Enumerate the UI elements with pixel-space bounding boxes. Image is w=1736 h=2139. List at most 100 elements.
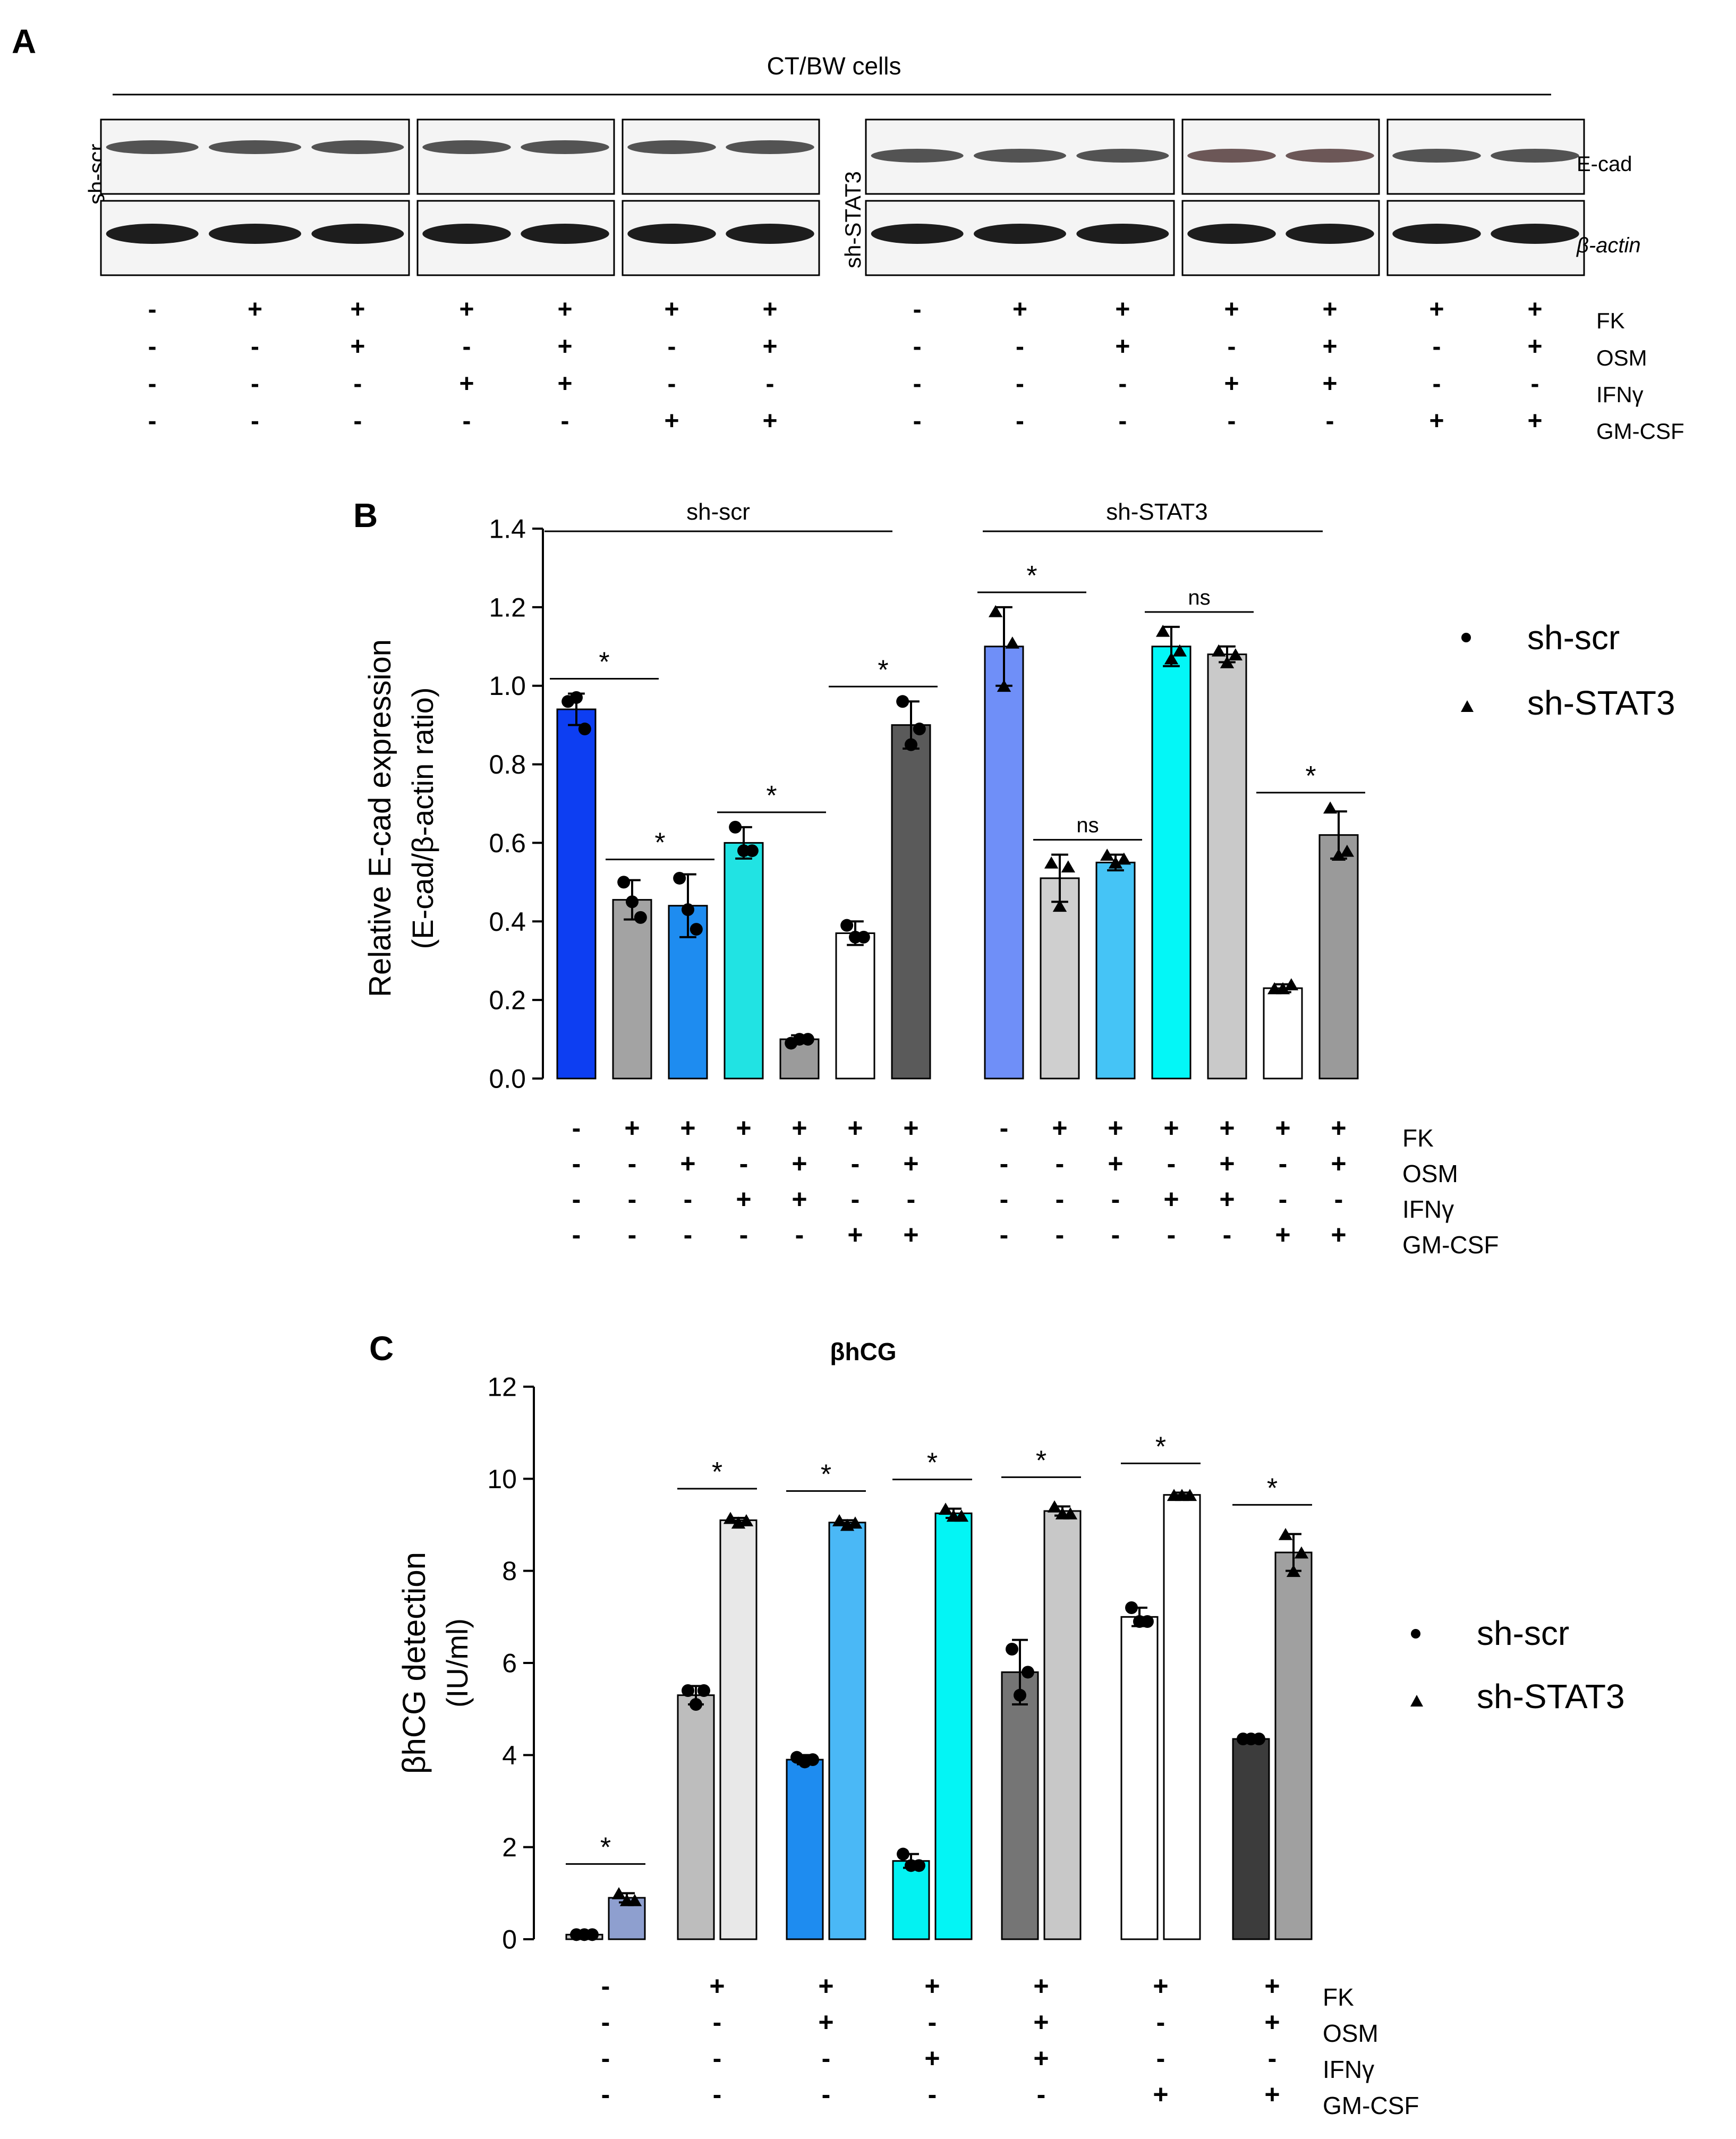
panel-b-sh-scr-bar2-point-1 xyxy=(682,903,694,916)
panel-b-legend-marker-sh-stat3 xyxy=(1461,700,1474,712)
panel-c-significance-4-label: * xyxy=(1036,1445,1046,1476)
panel-c-sh-scr-bar0-point-2 xyxy=(585,1928,599,1941)
panel-c-treatment-cell-r0-c0: - xyxy=(601,1971,610,2001)
blot-band-sh-scr-group0-lane1-ecad xyxy=(209,140,301,154)
panel-c-sh-STAT3-bar6-point-2 xyxy=(1294,1546,1309,1559)
panel-c-treatment-cell-r3-c0: - xyxy=(601,2079,610,2109)
panel-c-significance-5-label: * xyxy=(1155,1431,1166,1462)
panel-c-sh-scr-bar6-point-2 xyxy=(1252,1733,1265,1745)
panel-a-treatment-cell-r1-c9: + xyxy=(1115,333,1130,361)
panel-a-treatment-cell-r3-c8: - xyxy=(1016,407,1024,435)
panel-a-treatment-cell-r1-c8: - xyxy=(1016,333,1024,361)
panel-a-treatment-cell-r2-c1: - xyxy=(251,370,259,398)
panel-b-significance-7-label: * xyxy=(1305,761,1316,792)
blot-box-sh-scr-group2-ecad xyxy=(622,118,820,195)
panel-c-sh-scr-bar1-point-1 xyxy=(690,1698,702,1711)
panel-b-sh-scr-bar0-point-1 xyxy=(570,691,583,704)
panel-b-sh-STAT3-bar2-point-2 xyxy=(1117,852,1131,865)
blot-band-sh-scr-group1-lane1-actin xyxy=(521,224,609,244)
blot-band-sh-STAT3-group1-lane1-actin xyxy=(1286,224,1374,244)
panel-c-treatment-cell-r2-c4: + xyxy=(1033,2043,1049,2073)
panel-b-treatment-cell-r0-c0: - xyxy=(572,1113,581,1143)
panel-c-sh-scr-bar4-bar xyxy=(1001,1671,1039,1940)
panel-c-sh-STAT3-bar4-bar xyxy=(1043,1510,1082,1940)
panel-c-treatment-label-osm: OSM xyxy=(1323,2019,1378,2047)
panel-a-treatment-cell-r2-c13: - xyxy=(1531,370,1539,398)
panel-c-sh-scr-bar4-point-2 xyxy=(1021,1666,1034,1679)
panel-b-treatment-cell-r0-c2: + xyxy=(680,1113,695,1143)
panel-b-treatment-cell-r3-c0: - xyxy=(572,1220,581,1250)
panel-c-ylabel-2: (IU/ml) xyxy=(440,1618,474,1708)
blot-band-sh-STAT3-group1-lane1-ecad xyxy=(1286,149,1374,163)
panel-b-treatment-cell-r0-c6: + xyxy=(903,1113,918,1143)
panel-b-significance-0-label: * xyxy=(599,647,609,678)
panel-c-treatment-cell-r1-c0: - xyxy=(601,2007,610,2037)
panel-b-treatment-cell-r3-c13: + xyxy=(1331,1220,1346,1250)
panel-a-treatment-cell-r0-c2: + xyxy=(350,295,365,324)
panel-c-sh-STAT3-bar3-point-0 xyxy=(938,1503,953,1515)
panel-c-y-tick-label-5: 10 xyxy=(487,1464,517,1494)
panel-b-ylabel-2: (E-cad/β-actin ratio) xyxy=(406,687,439,949)
panel-c-treatment-cell-r0-c4: + xyxy=(1033,1971,1049,2001)
panel-a-treatment-cell-r2-c4: + xyxy=(557,370,572,398)
panel-a-treatment-cell-r1-c11: + xyxy=(1322,333,1337,361)
blot-row-label-sh-stat3: sh-STAT3 xyxy=(840,171,865,268)
panel-b-treatment-label-gmcsf: GM-CSF xyxy=(1402,1231,1499,1259)
panel-c-treatment-cell-r3-c3: - xyxy=(928,2079,937,2109)
panel-b-sh-STAT3-bar3-point-2 xyxy=(1172,644,1187,657)
panel-a-treatment-cell-r0-c7: - xyxy=(913,295,922,324)
panel-c-plot-area: 0 2 4 6 8 10 12 * * * * * * * xyxy=(487,1372,1313,1955)
panel-b-treatment-cell-r1-c13: + xyxy=(1331,1149,1346,1178)
panel-a-label: A xyxy=(12,22,36,61)
panel-c-treatment-cell-r3-c2: - xyxy=(822,2079,831,2109)
panel-a-treatment-cell-r3-c2: - xyxy=(353,407,362,435)
blot-box-sh-scr-group1-ecad xyxy=(416,118,615,195)
panel-c-treatment-label-gmcsf: GM-CSF xyxy=(1323,2092,1419,2119)
panel-a-treatment-cell-r0-c0: - xyxy=(148,295,157,324)
panel-b-sh-STAT3-bar2-bar xyxy=(1095,861,1136,1080)
panel-a-treatment-cell-r0-c11: + xyxy=(1322,295,1337,324)
blot-band-sh-scr-group1-lane0-ecad xyxy=(422,140,511,154)
panel-c-sh-STAT3-bar4-point-0 xyxy=(1047,1500,1062,1513)
panel-b-treatment-cell-r1-c9: + xyxy=(1108,1149,1123,1178)
panel-c-treatment-grid: - + + + + + + - - + - + - + - - - + + - - - - - - - + + xyxy=(601,1971,1280,2109)
panel-b-chart: B Relative E-cad expression (E-cad/β-act… xyxy=(353,496,1675,1259)
panel-c-treatment-cell-r0-c3: + xyxy=(924,1971,940,2001)
panel-c-chart: C βhCG βhCG detection (IU/ml) 0 2 4 6 8 10 12 *… xyxy=(369,1329,1625,2119)
blot-band-sh-scr-group2-lane1-ecad xyxy=(726,140,814,154)
panel-b-plot-area: 0.0 0.2 0.4 0.6 0.8 1.0 1.2 1.4 * * * * * ns ns * xyxy=(489,514,1365,1094)
panel-b-sh-scr-bar5-bar xyxy=(835,932,875,1080)
panel-b-treatment-cell-r0-c7: - xyxy=(1000,1113,1009,1143)
panel-a-treatment-cell-r0-c8: + xyxy=(1012,295,1027,324)
panel-c-sh-STAT3-bar2-point-0 xyxy=(832,1514,847,1526)
panel-b-treatment-cell-r3-c4: - xyxy=(795,1220,804,1250)
panel-b-treatment-cell-r2-c5: - xyxy=(851,1184,860,1214)
panel-c-sh-scr-bar6-bar xyxy=(1232,1738,1270,1940)
panel-c-title: βhCG xyxy=(830,1338,896,1365)
panel-b-treatment-cell-r3-c11: - xyxy=(1223,1220,1232,1250)
panel-a-treatment-label-ifng: IFNγ xyxy=(1596,382,1644,407)
panel-a-treatment-cell-r1-c10: - xyxy=(1228,333,1236,361)
panel-c-treatment-cell-r1-c2: + xyxy=(818,2007,833,2037)
blot-band-sh-scr-group2-lane0-ecad xyxy=(627,140,716,154)
blot-band-sh-STAT3-group2-lane1-actin xyxy=(1491,224,1579,244)
blot-band-sh-STAT3-group2-lane0-actin xyxy=(1392,224,1481,244)
panel-b-treatment-cell-r1-c3: - xyxy=(739,1149,748,1178)
panel-c-sh-scr-bar1-bar xyxy=(677,1694,715,1940)
panel-c-treatment-cell-r3-c6: + xyxy=(1264,2079,1280,2109)
panel-c-legend-marker-sh-scr xyxy=(1411,1629,1420,1639)
panel-b-treatment-cell-r3-c12: + xyxy=(1275,1220,1290,1250)
panel-c-sh-STAT3-bar6-bar xyxy=(1274,1551,1313,1940)
panel-b-significance-2-label: * xyxy=(766,780,777,811)
panel-a-treatment-cell-r1-c2: + xyxy=(350,333,365,361)
panel-b-treatment-cell-r3-c1: - xyxy=(628,1220,637,1250)
blot-band-sh-STAT3-group0-lane2-actin xyxy=(1076,224,1169,244)
blot-band-sh-scr-group0-lane0-ecad xyxy=(106,140,199,154)
panel-a-treatment-cell-r1-c7: - xyxy=(913,333,922,361)
panel-b-legend-sh-scr: sh-scr xyxy=(1527,618,1620,657)
panel-a-treatment-cell-r1-c4: + xyxy=(557,333,572,361)
panel-a-treatment-cell-r2-c6: - xyxy=(766,370,775,398)
blot-band-sh-STAT3-group1-lane0-actin xyxy=(1187,224,1276,244)
panel-b-treatment-cell-r0-c12: + xyxy=(1275,1113,1290,1143)
panel-c-sh-scr-bar5-point-2 xyxy=(1141,1615,1154,1628)
